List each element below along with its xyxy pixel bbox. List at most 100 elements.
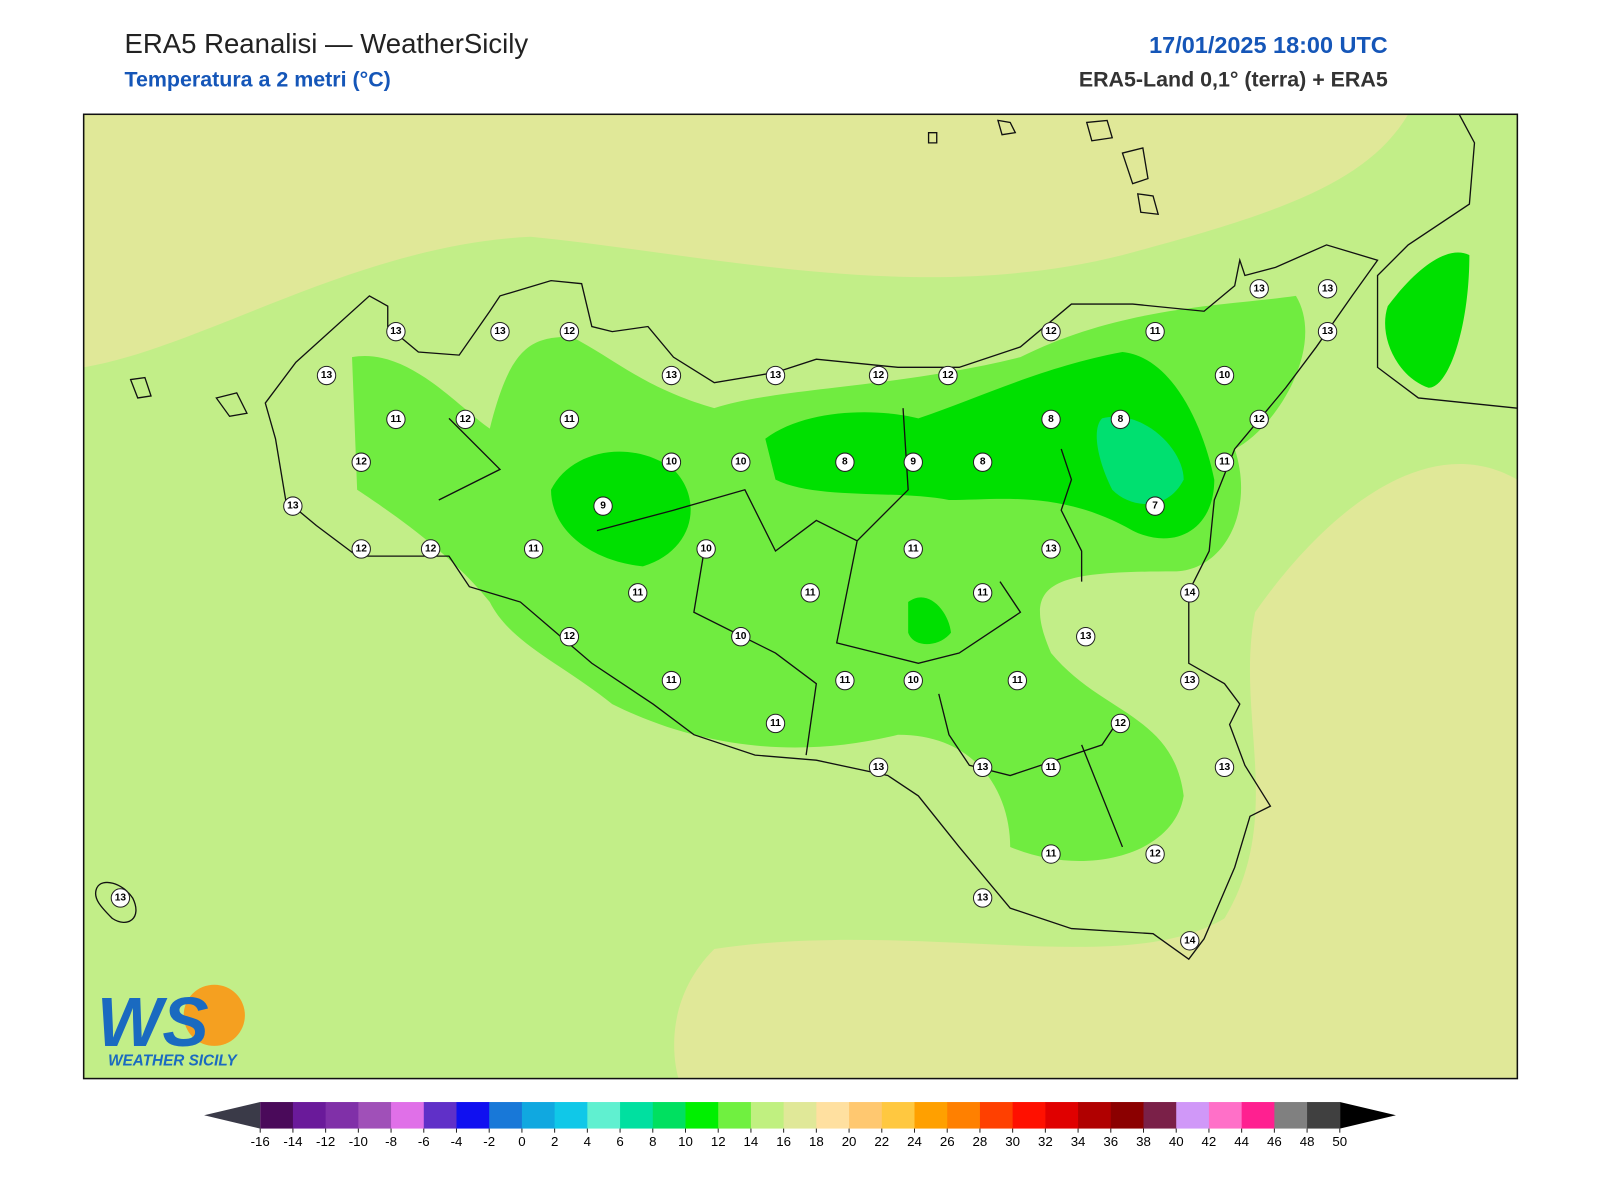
station-marker bbox=[316, 365, 337, 386]
station-value: 8 bbox=[980, 457, 986, 468]
colorbar-tick-label: -10 bbox=[349, 1134, 368, 1149]
station-value: 9 bbox=[910, 457, 916, 468]
logo-sun bbox=[183, 984, 245, 1046]
station-marker bbox=[559, 321, 580, 342]
colorbar-segment bbox=[783, 1102, 817, 1129]
station-marker bbox=[1041, 757, 1061, 778]
station-marker bbox=[1214, 757, 1235, 778]
station-value: 11 bbox=[666, 675, 677, 686]
station-value: 13 bbox=[977, 762, 989, 773]
station-value: 10 bbox=[735, 631, 747, 642]
colorbar-segment bbox=[1045, 1102, 1079, 1129]
station-marker bbox=[661, 365, 682, 386]
station-marker bbox=[559, 627, 580, 647]
station-value: 12 bbox=[1045, 326, 1057, 337]
station-marker bbox=[696, 539, 716, 559]
station-value: 11 bbox=[840, 675, 851, 686]
station-value: 11 bbox=[1150, 326, 1161, 337]
station-value: 11 bbox=[564, 414, 575, 425]
colorbar-tick-label: 10 bbox=[678, 1134, 693, 1149]
station-marker bbox=[351, 452, 371, 472]
colorbar-tick-label: 2 bbox=[551, 1134, 558, 1149]
logo-name: WEATHER SICILY bbox=[108, 1052, 238, 1069]
colorbar-over bbox=[1339, 1102, 1396, 1129]
title: ERA5 Reanalisi — WeatherSicily bbox=[124, 28, 528, 59]
station-marker bbox=[628, 583, 648, 603]
station-marker bbox=[1180, 931, 1200, 951]
station-value: 8 bbox=[1118, 414, 1124, 425]
colorbar-segment bbox=[292, 1102, 327, 1129]
station-value: 13 bbox=[1184, 675, 1196, 686]
colorbar-segment bbox=[1208, 1102, 1243, 1129]
station-marker bbox=[1180, 583, 1200, 603]
station-value: 12 bbox=[564, 631, 576, 642]
colorbar-tick-label: 38 bbox=[1136, 1134, 1151, 1149]
datetime: 17/01/2025 18:00 UTC bbox=[1149, 32, 1388, 58]
station-marker bbox=[1214, 452, 1235, 472]
station-value: 10 bbox=[666, 457, 678, 468]
station-marker bbox=[972, 888, 993, 908]
colorbar-segment bbox=[849, 1102, 883, 1129]
station-value: 13 bbox=[390, 326, 402, 337]
station-marker bbox=[800, 583, 820, 603]
station-value: 13 bbox=[321, 370, 333, 381]
colorbar-tick-label: -14 bbox=[283, 1134, 302, 1149]
colorbar-segment bbox=[1176, 1102, 1210, 1129]
colorbar-segment bbox=[1078, 1102, 1112, 1129]
station-marker bbox=[765, 365, 786, 386]
station-value: 12 bbox=[356, 543, 368, 554]
colorbar-tick-label: -12 bbox=[316, 1134, 335, 1149]
station-marker bbox=[972, 757, 993, 778]
stations: 13 13 12 13 13 13 12 12 12 11 13 13 13 10 11 12 11 8 8 12 12… bbox=[110, 279, 1338, 951]
colorbar-segment bbox=[1274, 1102, 1308, 1129]
station-value: 8 bbox=[1048, 414, 1054, 425]
station-value: 12 bbox=[1115, 718, 1127, 729]
station-marker bbox=[351, 539, 371, 559]
colorbar-segment bbox=[358, 1102, 392, 1129]
station-marker bbox=[386, 409, 406, 430]
colorbar-segment bbox=[587, 1102, 621, 1129]
station-marker bbox=[903, 539, 923, 559]
colorbar-segment bbox=[260, 1102, 294, 1129]
colorbar-tick-label: 40 bbox=[1169, 1134, 1184, 1149]
station-value: 9 bbox=[600, 501, 606, 512]
colorbar-tick-label: 22 bbox=[874, 1134, 889, 1149]
station-marker bbox=[490, 321, 510, 342]
station-value: 10 bbox=[700, 543, 712, 554]
station-marker bbox=[386, 321, 406, 342]
colorbar-tick-label: 24 bbox=[907, 1134, 922, 1149]
station-value: 13 bbox=[770, 370, 782, 381]
station-value: 11 bbox=[977, 587, 988, 598]
station-marker bbox=[523, 539, 544, 559]
station-value: 12 bbox=[873, 370, 885, 381]
colorbar-tick-label: -6 bbox=[418, 1134, 430, 1149]
station-marker bbox=[1214, 365, 1235, 386]
station-value: 11 bbox=[805, 587, 816, 598]
colorbar-tick-label: 34 bbox=[1071, 1134, 1086, 1149]
colorbar-segment bbox=[1307, 1102, 1341, 1129]
station-value: 13 bbox=[873, 762, 885, 773]
colorbar-tick-label: 14 bbox=[744, 1134, 759, 1149]
colorbar-segment bbox=[325, 1102, 359, 1129]
station-value: 11 bbox=[528, 543, 539, 554]
colorbar-tick-label: 30 bbox=[1005, 1134, 1020, 1149]
station-marker bbox=[972, 583, 993, 603]
station-value: 14 bbox=[1184, 935, 1196, 946]
station-marker bbox=[110, 888, 131, 908]
station-marker bbox=[1076, 627, 1096, 647]
station-marker bbox=[283, 496, 303, 516]
station-value: 10 bbox=[735, 457, 747, 468]
station-marker bbox=[1249, 409, 1269, 430]
station-value: 13 bbox=[977, 892, 989, 903]
station-marker bbox=[731, 452, 751, 472]
station-marker bbox=[731, 627, 751, 647]
station-value: 13 bbox=[1322, 283, 1334, 294]
colorbar-segment bbox=[1110, 1102, 1145, 1129]
station-value: 13 bbox=[1080, 631, 1092, 642]
colorbar-tick-label: 44 bbox=[1234, 1134, 1249, 1149]
map-frame bbox=[82, 113, 1519, 1080]
colorbar-tick-label: 28 bbox=[973, 1134, 988, 1149]
station-marker bbox=[972, 452, 993, 472]
colorbar-segment bbox=[456, 1102, 490, 1129]
colorbar-tick-label: 42 bbox=[1202, 1134, 1217, 1149]
